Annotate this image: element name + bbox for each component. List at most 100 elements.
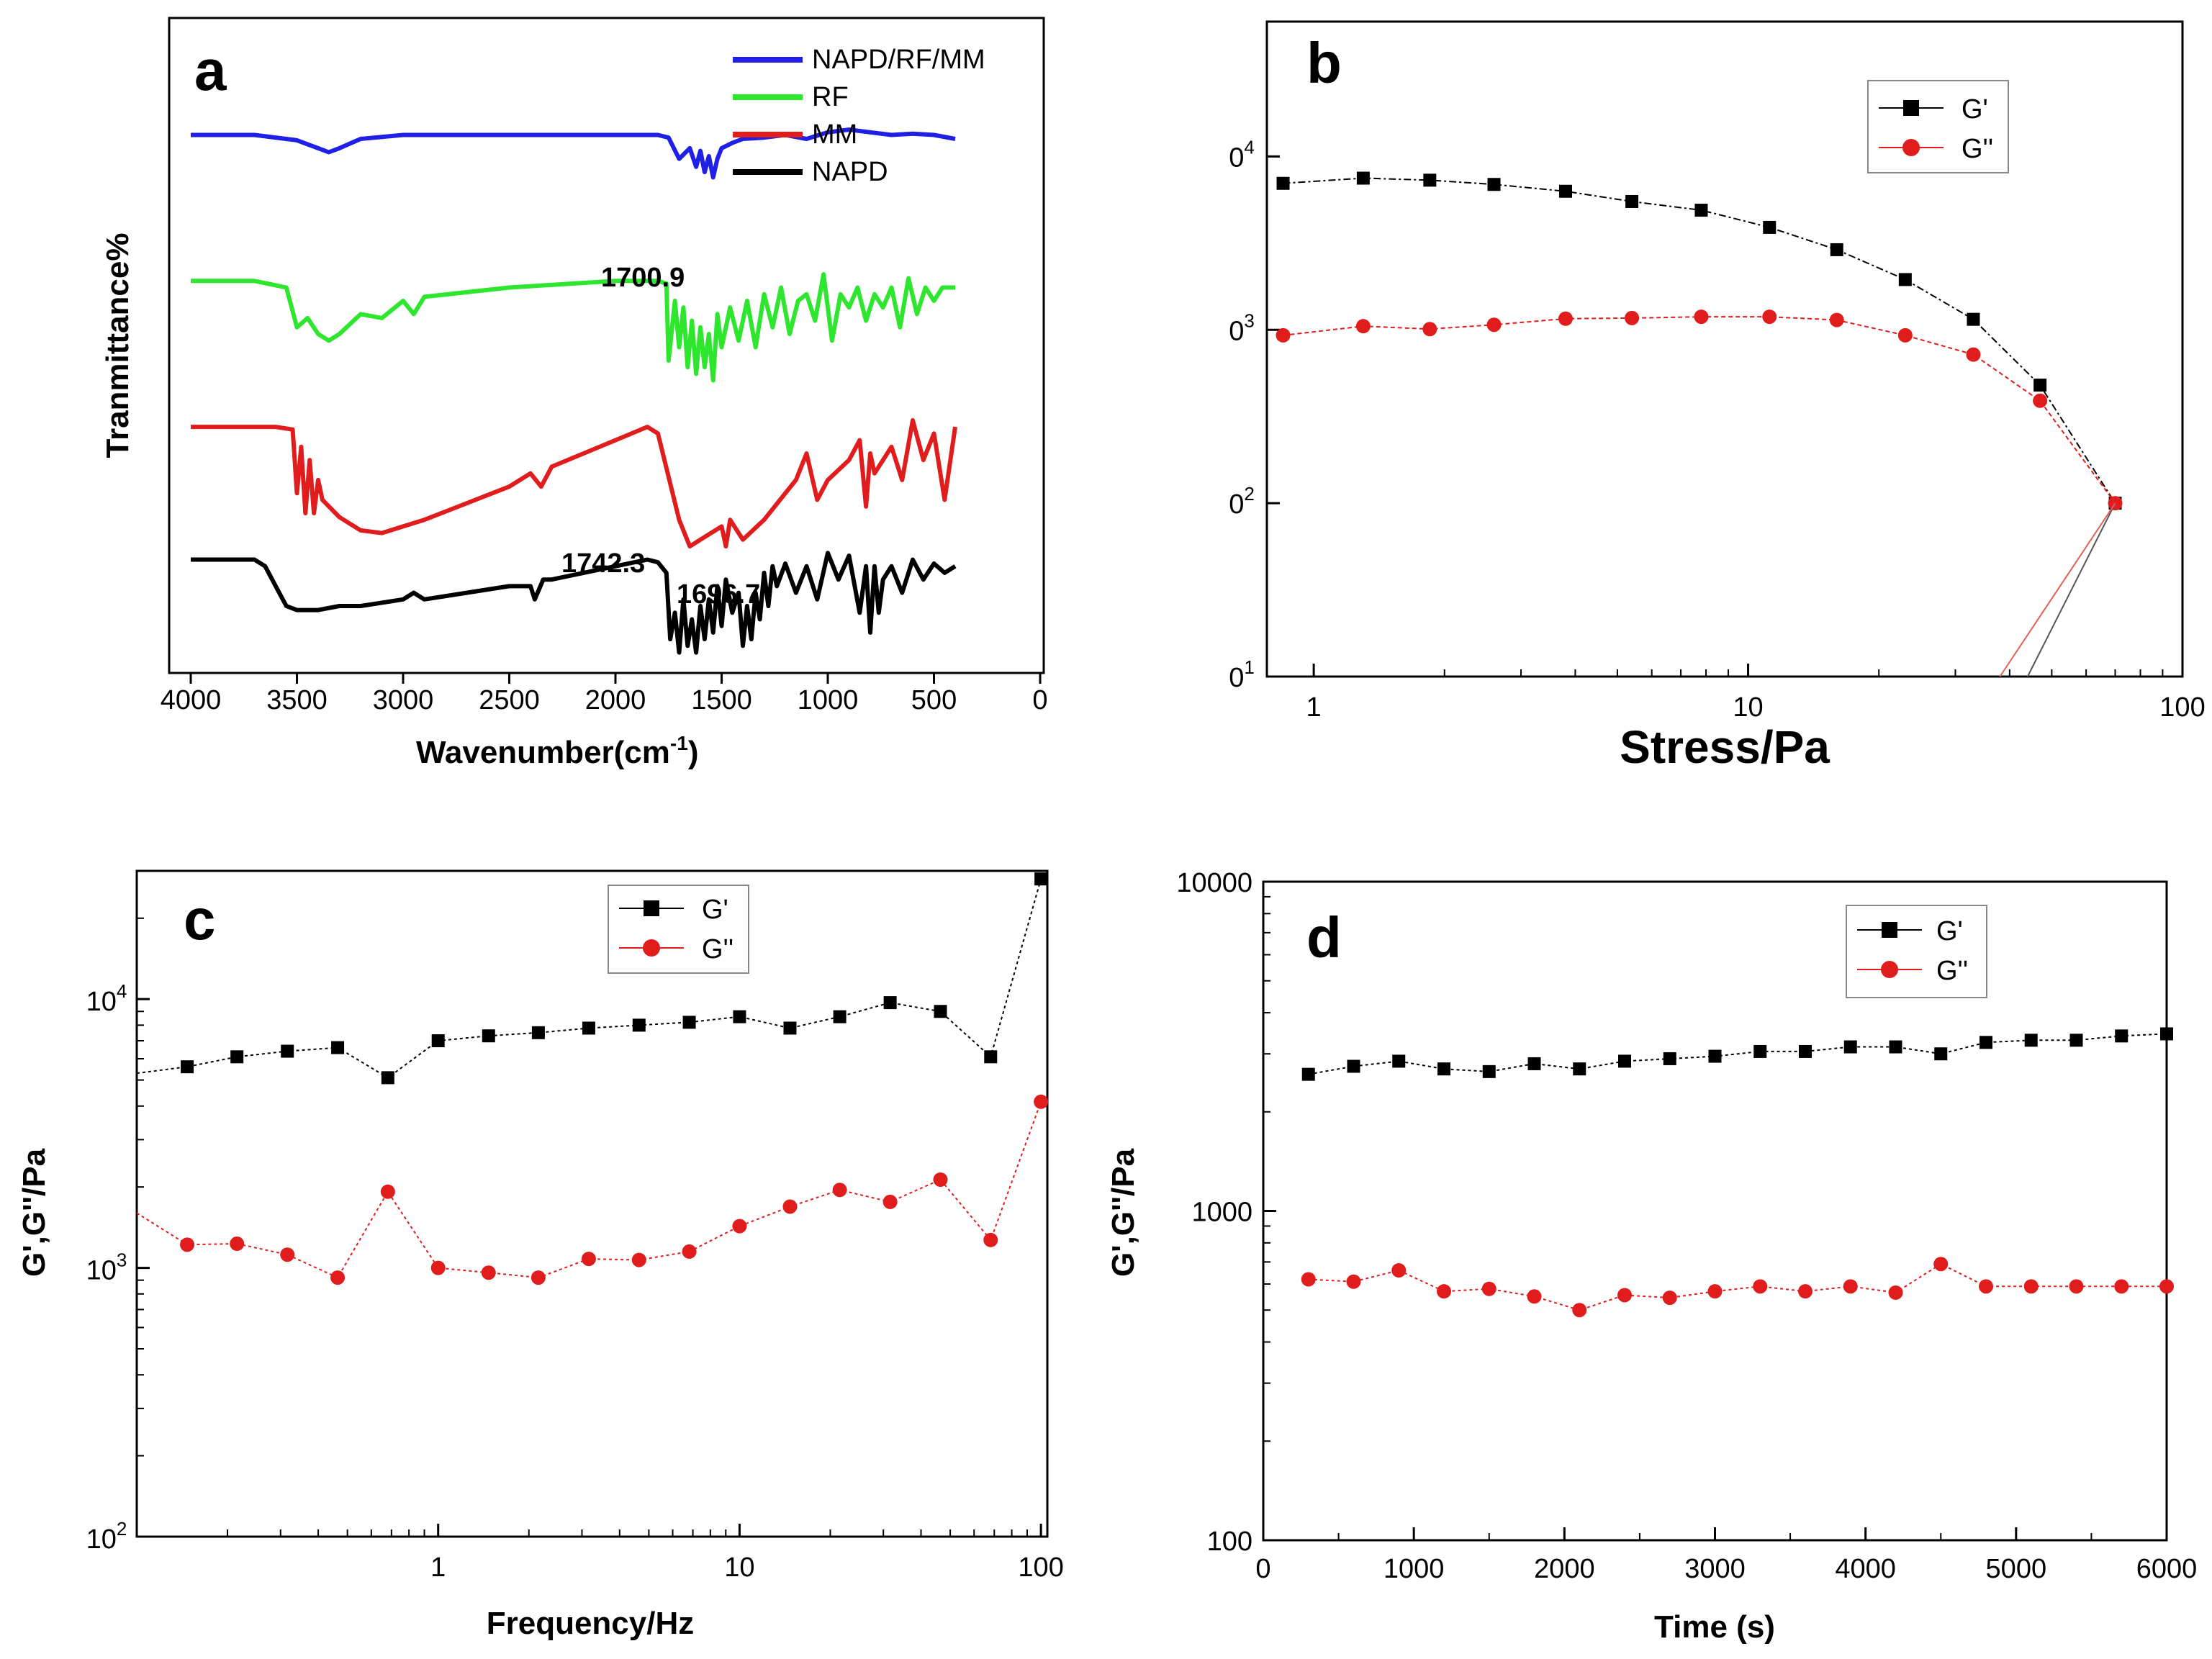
panel-d-point-g-double-prime — [1527, 1289, 1542, 1304]
panel-a-x-tick-label: 2000 — [585, 685, 646, 715]
panel-c-point-g-double-prime — [631, 1252, 646, 1267]
panel-d-point-g-prime — [2160, 1027, 2173, 1041]
panel-b-y-tick-label: 04 — [1229, 136, 1255, 173]
spectrum-line-mm — [191, 417, 957, 549]
panel-c-point-g-double-prime — [280, 1247, 295, 1262]
panel-a-legend-label: RF — [812, 82, 849, 112]
panel-d-x-tick-label: 5000 — [1986, 1554, 2047, 1584]
panel-a-x-axis-label: Wavenumber(cm-1) — [416, 732, 698, 770]
panel-a-y-axis-label: Tranmittance% — [100, 233, 135, 458]
panel-b-point-g-prime — [1356, 171, 1370, 185]
panel-c-legend: G' G'' — [608, 885, 749, 974]
panel-b-point-g-double-prime — [1966, 347, 1981, 362]
panel-b-legend-label: G'' — [1962, 134, 1993, 164]
panel-d-y-axis-label: G',G''/Pa — [1106, 1148, 1141, 1277]
panel-a-x-tick-label: 0 — [1032, 685, 1047, 715]
panel-c-x-tick-label: 100 — [1018, 1552, 1063, 1583]
panel-b-point-g-double-prime — [1355, 319, 1371, 334]
panel-c-point-g-double-prime — [882, 1194, 898, 1209]
panel-c-point-g-double-prime — [933, 1172, 948, 1187]
panel-d-point-g-double-prime — [1707, 1284, 1723, 1299]
panel-a-letter: a — [194, 38, 227, 102]
panel-c-point-g-prime — [331, 1041, 345, 1054]
panel-d-point-g-prime — [1301, 1067, 1315, 1081]
panel-c-point-g-prime — [833, 1010, 847, 1023]
panel-d-point-g-prime — [1889, 1040, 1902, 1054]
panel-b-point-g-double-prime — [1422, 322, 1437, 337]
panel-a-x-label-sup: -1 — [670, 732, 688, 754]
panel-b-point-g-prime — [1625, 194, 1639, 208]
panel-d-x-axis-label: Time (s) — [1654, 1609, 1775, 1645]
panel-d-point-g-prime — [2024, 1034, 2038, 1047]
panel-b-point-g-double-prime — [1829, 312, 1844, 327]
spectrum-line-napd-rf-mm — [191, 127, 956, 180]
panel-a-legend-label: MM — [812, 119, 857, 150]
panel-d-x-tick-label: 3000 — [1684, 1554, 1746, 1584]
panel-d-point-g-double-prime — [1437, 1284, 1451, 1299]
panel-b-point-g-double-prime — [1486, 317, 1502, 333]
panel-c-point-g-double-prime — [481, 1265, 496, 1280]
panel-d-legend-marker — [1881, 961, 1898, 978]
panel-d-point-g-prime — [1437, 1062, 1450, 1076]
panel-d-point-g-double-prime — [2159, 1279, 2174, 1294]
panel-d-letter: d — [1306, 905, 1342, 969]
panel-c-point-g-prime — [733, 1010, 746, 1023]
panel-d-point-g-double-prime — [1301, 1272, 1316, 1287]
panel-a-legend-label: NAPD — [812, 157, 888, 187]
panel-c-x-tick-label: 10 — [724, 1552, 754, 1583]
panel-b-legend-box — [1867, 80, 2009, 173]
panel-c-point-g-double-prime — [581, 1252, 596, 1267]
panel-a: a 4000 3500 3000 2500 2000 1500 1000 500 0 NAPD/… — [100, 17, 1048, 770]
panel-d-point-g-double-prime — [1979, 1279, 1993, 1294]
panel-c-point-g-double-prime — [682, 1244, 697, 1259]
panel-b-x-tick-label: 100 — [2159, 692, 2205, 723]
panel-c-x-tick-label: 1 — [430, 1552, 446, 1583]
panel-a-legend: NAPD/RF/MM RF MM NAPD — [733, 45, 985, 187]
panel-d-legend-label: G' — [1936, 916, 1963, 946]
panel-c-y-tick-label: 103 — [86, 1249, 127, 1286]
panel-d-point-g-double-prime — [1346, 1274, 1361, 1289]
panel-b-point-g-double-prime — [1276, 327, 1291, 343]
panel-c-point-g-double-prime — [230, 1237, 245, 1252]
panel-d-point-g-double-prime — [1798, 1284, 1813, 1299]
panel-b-frame — [1265, 20, 2184, 678]
panel-c-letter: c — [184, 887, 216, 951]
panel-c-point-g-prime — [682, 1016, 696, 1029]
panel-c-point-g-double-prime — [732, 1219, 747, 1234]
spectrum-line-rf — [191, 272, 955, 383]
panel-b-letter: b — [1306, 31, 1342, 95]
panel-c-point-g-double-prime — [832, 1183, 847, 1198]
panel-d-point-g-prime — [1753, 1044, 1767, 1058]
panel-c-y-tick-label: 102 — [86, 1518, 127, 1555]
panel-d-y-tick-label: 1000 — [1191, 1198, 1252, 1228]
panel-c-y-tick-label: 104 — [86, 980, 127, 1017]
panel-c-legend-marker — [643, 939, 660, 957]
panel-d-point-g-prime — [1482, 1064, 1496, 1078]
panel-b-point-g-prime — [1694, 204, 1708, 217]
panel-c: c 1 10 100 104 103 102 G' G'' Frequency/Hz G',… — [17, 869, 1064, 1641]
panel-b-legend: G' G'' — [1867, 80, 2009, 173]
panel-b-point-g-prime — [1967, 312, 1980, 326]
panel-d-point-g-prime — [2069, 1034, 2083, 1047]
panel-d-point-g-double-prime — [1617, 1288, 1632, 1303]
panel-d-point-g-prime — [1663, 1052, 1676, 1065]
panel-a-x-tick-label: 500 — [911, 685, 957, 715]
panel-c-point-g-prime — [431, 1034, 445, 1048]
panel-c-point-g-prime — [381, 1071, 394, 1085]
panel-c-legend-label: G' — [702, 895, 728, 925]
panel-a-x-label-end: ) — [688, 735, 699, 770]
panel-d-line-g-prime — [1308, 1033, 2167, 1075]
panel-b-x-axis-label: Stress/Pa — [1620, 721, 1830, 773]
panel-d-point-g-double-prime — [2114, 1279, 2129, 1294]
panel-d-x-tick-label: 0 — [1255, 1554, 1270, 1584]
panel-b-point-g-prime — [1763, 220, 1777, 234]
panel-d-legend-box — [1846, 905, 1987, 998]
panel-b-point-g-prime — [1830, 243, 1843, 256]
panel-c-point-g-prime — [582, 1021, 595, 1035]
panel-d-point-g-prime — [1708, 1049, 1722, 1063]
panel-c-legend-box — [608, 885, 749, 974]
panel-c-legend-marker — [644, 900, 659, 916]
panel-b-point-g-double-prime — [1762, 309, 1777, 325]
panel-a-annotation-1700: 1700.9 — [601, 263, 685, 293]
